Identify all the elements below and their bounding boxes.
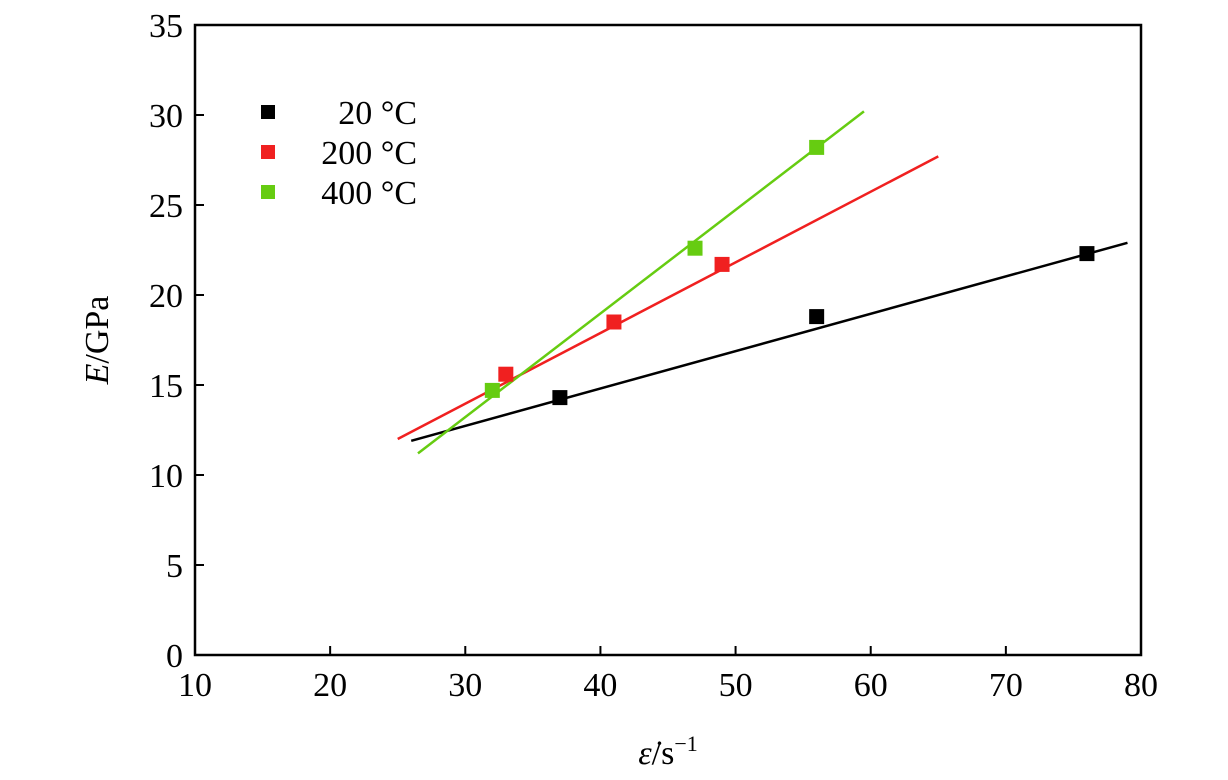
legend-label: 20 °C — [338, 95, 417, 132]
x-tick-label: 70 — [989, 667, 1023, 704]
x-tick-label: 40 — [583, 667, 617, 704]
data-point — [484, 382, 500, 398]
y-tick-label: 0 — [166, 638, 183, 675]
data-point — [606, 314, 622, 330]
data-point — [809, 309, 825, 325]
x-tick-label: 30 — [448, 667, 482, 704]
fit-lines — [397, 110, 1128, 455]
data-point — [1079, 246, 1095, 262]
plot-area-frame — [193, 23, 1143, 657]
data-markers — [484, 139, 1095, 406]
fit-line — [417, 110, 865, 455]
y-axis-label: E/GPa — [79, 296, 116, 386]
fit-line — [397, 155, 939, 441]
legend-label: 200 °C — [321, 135, 417, 172]
x-tick-label: 20 — [313, 667, 347, 704]
y-tick-label: 10 — [149, 458, 183, 495]
data-point — [714, 256, 730, 272]
y-tick-label: 15 — [149, 368, 183, 405]
data-point — [498, 366, 514, 382]
x-axis-label: ε̇/s−1 — [638, 731, 698, 772]
data-point — [687, 240, 703, 256]
x-tick-label: 10 — [178, 667, 212, 704]
legend-marker — [261, 145, 275, 159]
legend-label: 400 °C — [321, 175, 417, 212]
x-tick-label: 60 — [854, 667, 888, 704]
fit-line — [410, 241, 1128, 443]
y-tick-label: 20 — [149, 278, 183, 315]
x-tick-label: 50 — [719, 667, 753, 704]
legend-marker — [261, 185, 275, 199]
y-tick-label: 35 — [149, 8, 183, 45]
data-point — [809, 139, 825, 155]
x-tick-label: 80 — [1124, 667, 1158, 704]
y-tick-label: 5 — [166, 548, 183, 585]
legend-marker — [261, 105, 275, 119]
axis-ticks: 10 20 30 40 50 60 70 80 0 5 10 15 20 25 30 35 — [149, 8, 1158, 704]
y-tick-label: 30 — [149, 98, 183, 135]
y-tick-label: 25 — [149, 188, 183, 225]
data-point — [552, 390, 568, 406]
